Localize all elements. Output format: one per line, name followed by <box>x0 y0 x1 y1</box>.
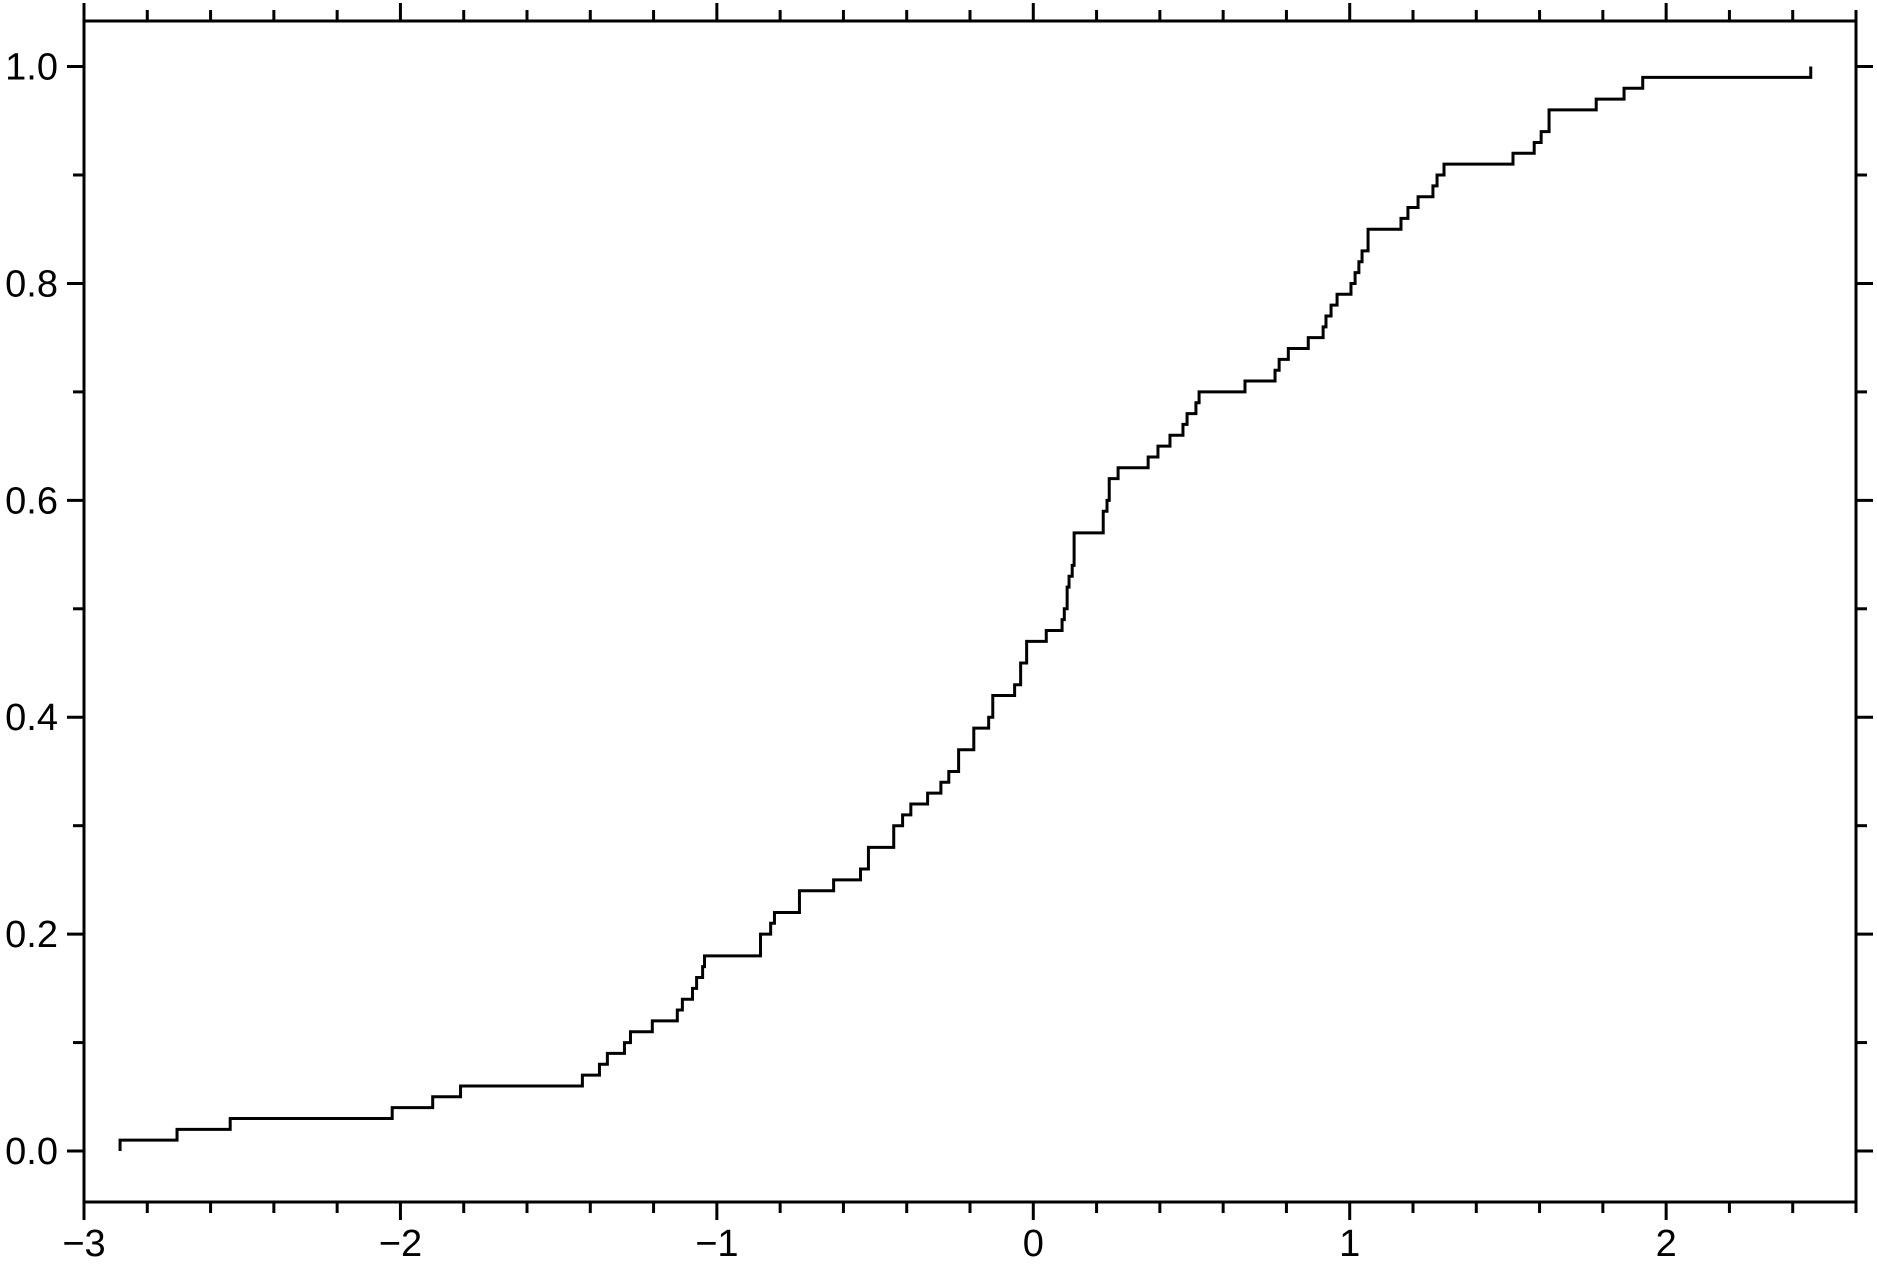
x-axis-tick-label: −2 <box>379 1223 422 1263</box>
x-axis-tick-label: −3 <box>62 1223 105 1263</box>
y-axis-tick-label: 0.0 <box>5 1131 58 1173</box>
axis-tick-labels: −3 −2 −1 0 1 2 0.0 0.2 0.4 0.6 0.8 1.0 <box>5 46 1677 1265</box>
y-axis-tick-label: 1.0 <box>5 46 58 88</box>
y-axis-tick-label: 0.2 <box>5 914 58 956</box>
y-axis-tick-label: 0.4 <box>5 697 58 739</box>
ecdf-step-curve <box>118 66 1813 1152</box>
y-axis-tick-label: 0.6 <box>5 480 58 522</box>
x-axis-tick-label: −1 <box>695 1223 738 1263</box>
axis-ticks <box>67 3 1873 1220</box>
x-axis-tick-label: 0 <box>1023 1223 1044 1263</box>
plot-border-box <box>82 19 1858 1204</box>
x-axis-tick-label: 2 <box>1656 1223 1677 1263</box>
y-axis-tick-label: 0.8 <box>5 263 58 305</box>
x-axis-tick-label: 1 <box>1339 1223 1360 1263</box>
